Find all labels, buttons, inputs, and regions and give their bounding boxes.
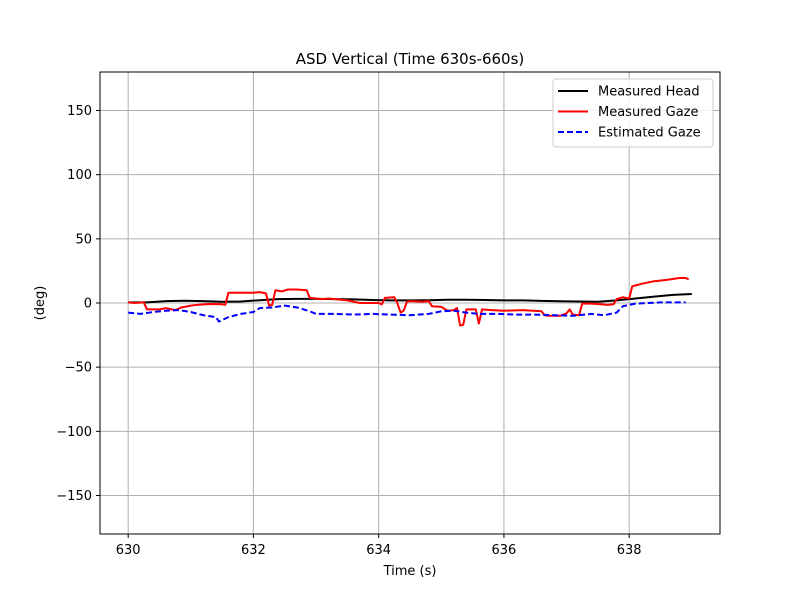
y-tick-label: 150 [67, 104, 92, 119]
legend-box [552, 78, 714, 148]
series-line-estimated-gaze [128, 301, 686, 323]
ticks: 630 632 634 636 638 150 100 50 0 −50 −100 −150 [56, 104, 641, 558]
y-tick-label: 100 [67, 168, 92, 183]
y-tick-label: −50 [65, 361, 92, 376]
y-axis-label: (deg) [33, 286, 48, 321]
chart-title: ASD Vertical (Time 630s-660s) [296, 50, 525, 68]
x-tick-label: 638 [617, 543, 642, 558]
y-tick-label: −100 [56, 425, 92, 440]
x-tick-label: 630 [116, 543, 141, 558]
y-tick-label: 50 [75, 232, 92, 247]
x-axis-label: Time (s) [383, 564, 437, 579]
y-tick-label: 0 [84, 297, 92, 312]
legend-label-estimated-gaze: Estimated Gaze [598, 126, 701, 141]
series-group [128, 277, 692, 327]
y-tick-label: −150 [56, 489, 92, 504]
legend: Measured Head Measured Gaze Estimated Gaze [552, 78, 714, 148]
legend-label-measured-head: Measured Head [598, 85, 700, 100]
x-tick-label: 636 [492, 543, 517, 558]
x-tick-label: 632 [241, 543, 266, 558]
legend-label-measured-gaze: Measured Gaze [598, 105, 699, 120]
series-line-measured-gaze [128, 277, 690, 327]
x-tick-label: 634 [366, 543, 391, 558]
